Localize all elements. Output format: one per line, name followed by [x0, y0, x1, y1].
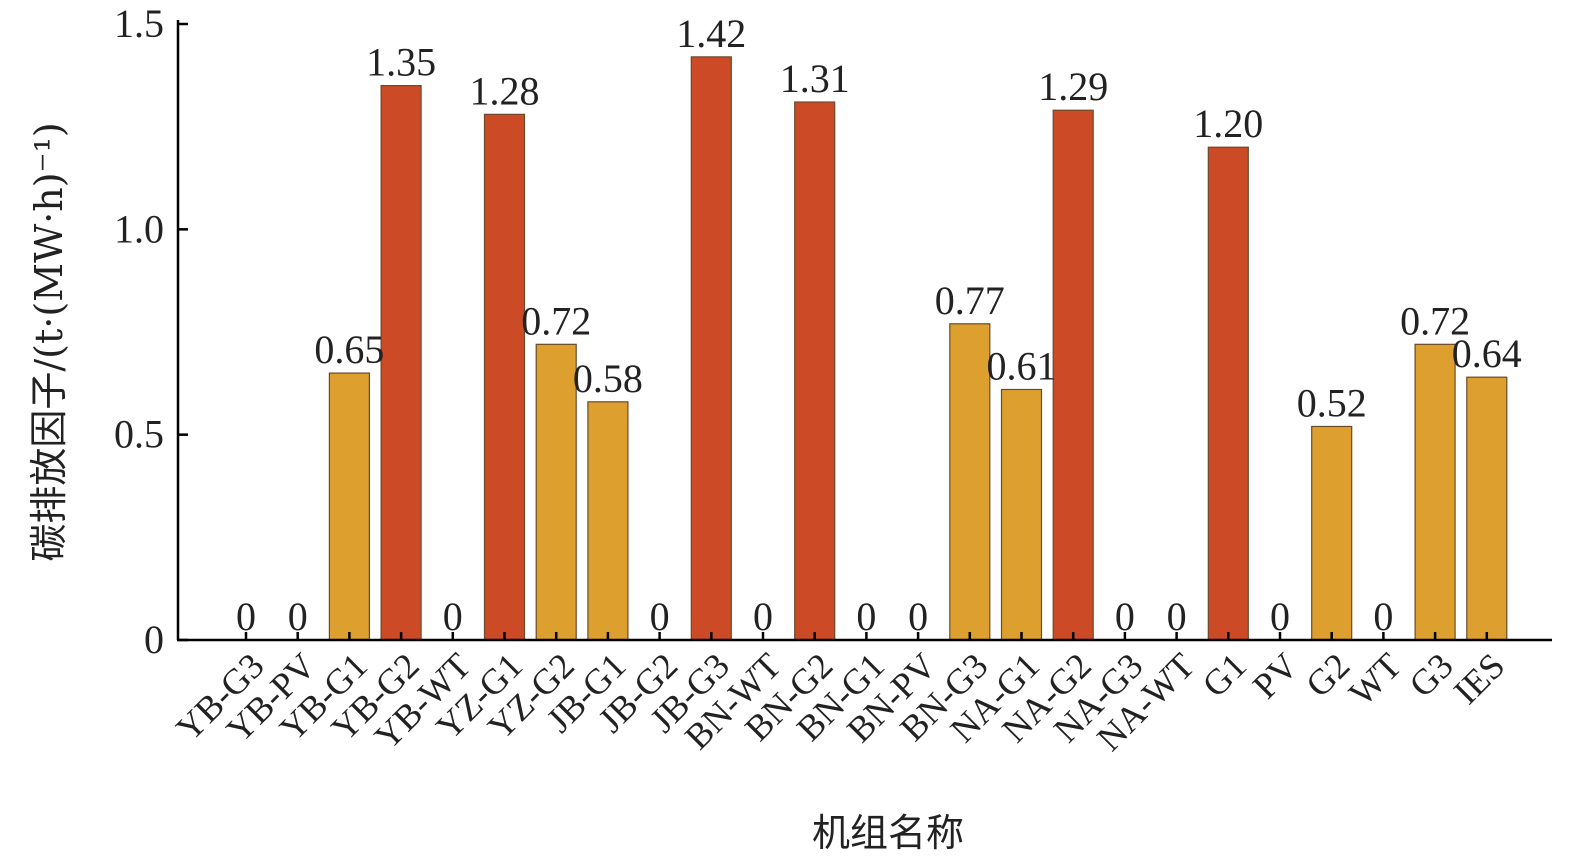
data-label: 0 [856, 594, 876, 639]
bar [483, 113, 526, 641]
data-label: 1.42 [676, 11, 746, 56]
data-label: 1.29 [1038, 64, 1108, 109]
bar [535, 343, 577, 641]
data-label: 1.35 [366, 40, 436, 85]
x-tick-label: PV [1245, 645, 1306, 706]
data-label: 0.65 [314, 327, 384, 372]
data-label: 0 [908, 594, 928, 639]
x-axis-title: 机组名称 [812, 811, 964, 855]
data-label: 0 [753, 594, 773, 639]
bar [1311, 425, 1353, 641]
data-label: 0 [1115, 594, 1135, 639]
data-label: 0.61 [987, 343, 1057, 388]
bar [1000, 388, 1043, 641]
bar [1207, 146, 1249, 641]
x-tick-label: G3 [1401, 645, 1460, 704]
data-label: 0 [650, 594, 670, 639]
data-label: 0 [288, 594, 308, 639]
bar [1466, 376, 1508, 641]
data-label: 1.31 [780, 56, 850, 101]
data-label: 0.72 [521, 298, 591, 343]
x-axis-ticks: YB-G3YB-PVYB-G1YB-G2YB-WTYZ-G1YZ-G2JB-G1… [168, 632, 1512, 758]
data-label: 0.58 [573, 356, 643, 401]
bar [1414, 343, 1456, 641]
data-label: 0 [236, 594, 256, 639]
bar [1052, 109, 1094, 641]
data-label: 0.64 [1452, 331, 1522, 376]
data-label: 1.20 [1193, 101, 1263, 146]
bar [949, 323, 991, 641]
bar [587, 401, 629, 641]
bar [328, 372, 370, 641]
data-label: 0.52 [1297, 380, 1367, 425]
data-label: 0 [1167, 594, 1187, 639]
y-tick-label: 1.5 [114, 1, 164, 46]
y-axis-title: 碳排放因子/(t·(MW·h)⁻¹) [27, 122, 71, 561]
y-tick-label: 1.0 [114, 206, 164, 251]
x-tick-label: WT [1341, 645, 1409, 713]
y-tick-label: 0.5 [114, 412, 164, 457]
data-label: 0 [1270, 594, 1290, 639]
data-label: 0.72 [1400, 298, 1470, 343]
x-tick-label: G2 [1298, 645, 1357, 704]
bar [380, 84, 422, 641]
x-tick-label: IES [1446, 645, 1512, 711]
y-axis-ticks: 0 0.5 1.0 1.5 [114, 1, 188, 662]
bar [794, 101, 836, 641]
bar [690, 56, 732, 641]
bars-group [328, 56, 1508, 641]
data-label: 1.28 [470, 68, 540, 113]
data-label: 0 [443, 594, 463, 639]
data-label: 0 [1373, 594, 1393, 639]
data-label: 0.77 [935, 278, 1005, 323]
x-tick-label: G1 [1195, 645, 1254, 704]
y-tick-label: 0 [144, 617, 164, 662]
